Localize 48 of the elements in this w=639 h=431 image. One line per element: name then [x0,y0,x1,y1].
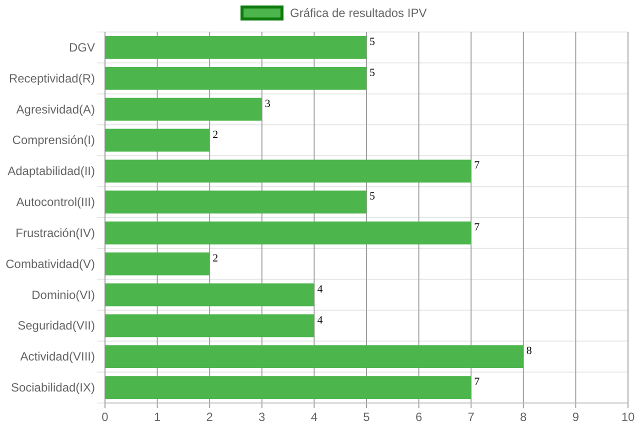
x-tick-label: 3 [258,410,266,424]
y-tick-label: Adaptabilidad(II) [8,164,95,178]
bar [105,283,314,306]
bar [105,36,366,59]
y-tick-label: DGV [68,40,95,54]
x-tick-label: 5 [363,410,370,424]
y-tick-label: Agresividad(A) [16,102,95,116]
y-tick-label: Seguridad(VII) [18,318,95,333]
data-label: 5 [370,190,376,203]
data-label: 8 [526,345,532,358]
data-label: 5 [370,66,376,79]
data-label: 7 [474,376,480,388]
y-tick-label: Receptividad(R) [8,71,95,86]
data-label: 4 [317,314,324,326]
bar [105,376,472,399]
data-label: 2 [212,128,218,141]
data-label: 5 [370,36,376,48]
y-tick-label: Frustración(IV) [16,226,95,240]
x-tick-label: 4 [310,410,318,424]
legend-label: Gráfica de resultados IPV [290,6,427,20]
bar [105,252,210,276]
bar [105,190,366,214]
data-label: 7 [474,222,480,234]
y-tick-label: Autocontrol(III) [16,195,95,210]
bar [105,345,524,368]
bar [105,128,210,152]
y-tick-label: Sociabilidad(IX) [10,380,95,395]
x-tick-label: 9 [572,410,580,424]
x-tick-label: 6 [415,410,422,424]
bar [105,66,366,90]
x-tick-label: 2 [206,410,214,424]
data-label: 3 [264,98,271,110]
y-tick-label: Combatividad(V) [6,256,95,271]
data-label: 2 [212,252,218,264]
y-tick-label: Comprensión(I) [12,133,95,148]
bar [105,314,314,338]
x-tick-label: 7 [468,410,475,424]
bar [105,160,472,183]
data-label: 4 [317,283,324,296]
x-tick-label: 8 [520,410,528,424]
x-tick-label: 0 [102,410,109,424]
data-label: 7 [474,160,480,172]
x-tick-label: 10 [621,410,635,424]
bar [105,98,262,121]
bar [105,222,472,244]
y-tick-label: Actividad(VIII) [20,350,95,364]
y-tick-label: Dominio(VI) [32,288,95,302]
x-tick-label: 1 [154,410,161,424]
